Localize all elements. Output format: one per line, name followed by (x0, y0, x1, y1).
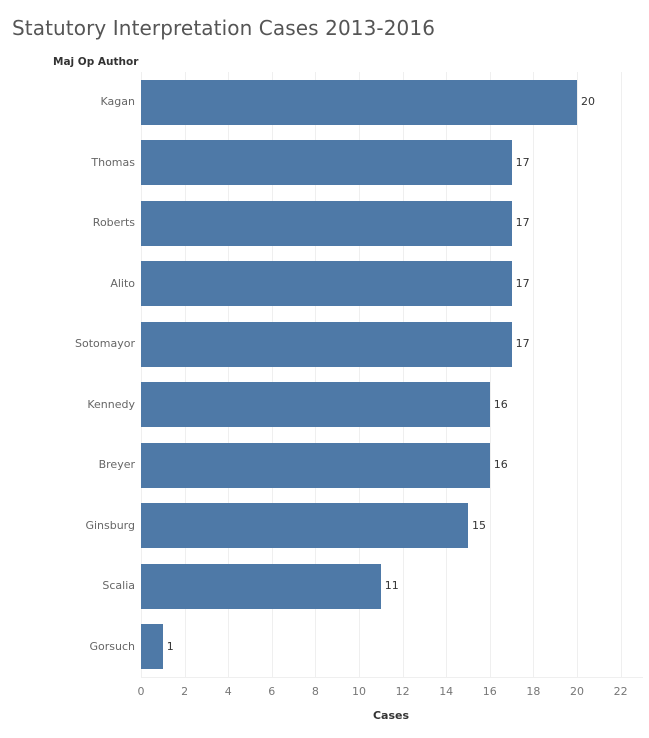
bar-ginsburg[interactable] (141, 503, 468, 548)
x-tick-label: 16 (482, 685, 497, 698)
bar-thomas[interactable] (141, 140, 512, 185)
category-label-alito: Alito (110, 276, 135, 290)
gridline (315, 72, 317, 677)
bar-value-label: 17 (515, 337, 530, 350)
category-label-ginsburg: Ginsburg (85, 518, 135, 532)
category-label-roberts: Roberts (92, 216, 135, 229)
category-label-breyer: Breyer (98, 458, 135, 471)
bar-gorsuch[interactable] (141, 624, 163, 669)
gridline (446, 72, 448, 677)
gridline (577, 72, 578, 677)
bar-breyer[interactable] (141, 442, 490, 488)
x-tick-label: 4 (224, 685, 232, 698)
bar-value-label: 1 (166, 639, 174, 653)
category-label-kennedy: Kennedy (87, 397, 135, 411)
bar-roberts[interactable] (141, 200, 512, 246)
bar-value-label: 11 (384, 579, 399, 592)
x-tick-label: 12 (395, 685, 410, 698)
x-tick-label: 10 (352, 685, 366, 698)
gridline (359, 72, 360, 677)
category-label-thomas: Thomas (91, 155, 135, 169)
x-tick-label: 14 (439, 685, 454, 698)
gridline (271, 72, 273, 677)
bar-value-label: 17 (515, 155, 530, 169)
gridline (141, 72, 142, 677)
category-label-kagan: Kagan (100, 95, 135, 108)
gridline (228, 72, 230, 677)
x-tick-label: 22 (613, 685, 628, 698)
bar-kennedy[interactable] (141, 382, 490, 427)
x-tick-label: 2 (181, 685, 189, 698)
x-tick-label: 20 (570, 685, 584, 698)
category-label-gorsuch: Gorsuch (89, 639, 136, 653)
bar-scalia[interactable] (141, 563, 381, 609)
bar-sotomayor[interactable] (141, 321, 512, 367)
plot-area: 20 17 17 17 17 16 16 15 11 1 (141, 72, 643, 678)
gridline (489, 72, 491, 677)
bar-value-label: 17 (515, 276, 530, 290)
x-tick-label: 8 (311, 685, 319, 698)
bar-kagan[interactable] (141, 79, 577, 125)
chart-title: Statutory Interpretation Cases 2013-2016 (12, 16, 436, 40)
gridline (533, 72, 535, 677)
bar-value-label: 15 (472, 518, 486, 532)
x-axis-line (141, 677, 643, 678)
bar-value-label: 16 (493, 458, 508, 471)
x-axis-label: Cases (372, 709, 410, 722)
gridline (184, 72, 186, 677)
bar-value-label: 20 (581, 95, 595, 108)
row-header: Maj Op Author (53, 56, 139, 68)
x-tick-label: 6 (268, 685, 276, 698)
category-label-sotomayor: Sotomayor (75, 337, 135, 350)
bar-value-label: 17 (515, 216, 530, 229)
x-tick-label: 0 (137, 685, 145, 698)
bar-alito[interactable] (141, 261, 512, 306)
gridline (620, 72, 622, 677)
gridline (402, 72, 404, 677)
category-label-scalia: Scalia (102, 579, 135, 592)
x-tick-label: 18 (526, 685, 541, 698)
bar-value-label: 16 (493, 397, 508, 411)
